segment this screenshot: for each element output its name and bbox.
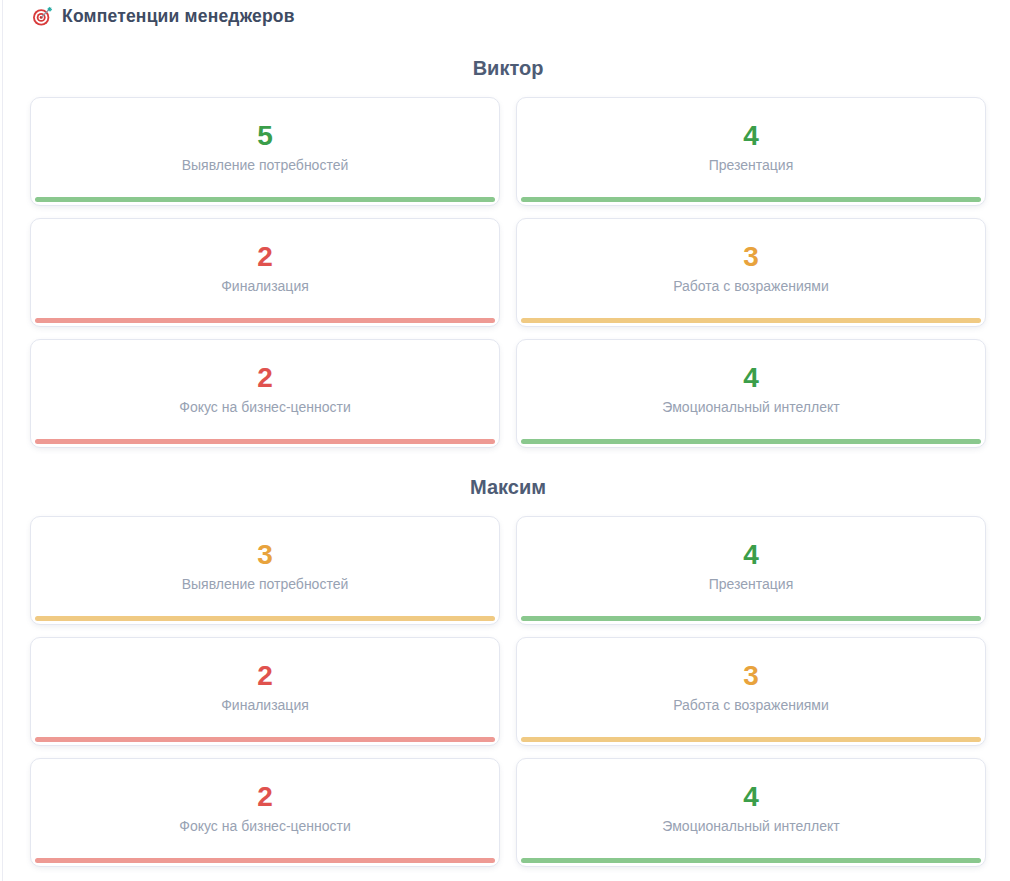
competency-score: 4 <box>743 122 759 150</box>
competency-label: Финализация <box>221 278 309 295</box>
competency-score: 3 <box>743 243 759 271</box>
competency-score: 2 <box>257 243 273 271</box>
competency-score: 4 <box>743 364 759 392</box>
page-title: Компетенции менеджеров <box>62 6 295 27</box>
competency-score: 5 <box>257 122 273 150</box>
score-level-bar <box>521 616 981 622</box>
manager-section: Максим 3 Выявление потребностей 4 Презен… <box>30 476 986 867</box>
cards-grid: 3 Выявление потребностей 4 Презентация 2… <box>30 516 986 867</box>
competency-score: 2 <box>257 662 273 690</box>
competency-card: 4 Эмоциональный интеллект <box>516 339 986 448</box>
competency-label: Работа с возражениями <box>673 697 829 714</box>
competency-card: 2 Фокус на бизнес-ценности <box>30 758 500 867</box>
competency-label: Презентация <box>709 576 794 593</box>
competency-label: Финализация <box>221 697 309 714</box>
score-level-bar <box>35 616 495 622</box>
competency-score: 4 <box>743 783 759 811</box>
manager-section: Виктор 5 Выявление потребностей 4 Презен… <box>30 57 986 448</box>
competency-card: 2 Финализация <box>30 218 500 327</box>
score-level-bar <box>521 737 981 743</box>
competency-label: Эмоциональный интеллект <box>662 818 839 835</box>
target-icon <box>32 6 53 27</box>
competency-label: Презентация <box>709 157 794 174</box>
competency-score: 3 <box>257 541 273 569</box>
competency-card: 4 Презентация <box>516 516 986 625</box>
score-level-bar <box>521 858 981 864</box>
competency-label: Выявление потребностей <box>182 157 349 174</box>
competency-score: 2 <box>257 364 273 392</box>
competency-card: 3 Работа с возражениями <box>516 218 986 327</box>
competency-card: 4 Презентация <box>516 97 986 206</box>
competency-card: 3 Работа с возражениями <box>516 637 986 746</box>
manager-name: Виктор <box>30 57 986 80</box>
competency-card: 2 Финализация <box>30 637 500 746</box>
score-level-bar <box>35 439 495 445</box>
cards-grid: 5 Выявление потребностей 4 Презентация 2… <box>30 97 986 448</box>
score-level-bar <box>521 197 981 203</box>
score-level-bar <box>35 737 495 743</box>
score-level-bar <box>35 318 495 324</box>
page-header: Компетенции менеджеров <box>0 0 1010 27</box>
competency-card: 2 Фокус на бизнес-ценности <box>30 339 500 448</box>
competency-card: 4 Эмоциональный интеллект <box>516 758 986 867</box>
competency-label: Фокус на бизнес-ценности <box>179 399 350 416</box>
competency-card: 3 Выявление потребностей <box>30 516 500 625</box>
competency-label: Работа с возражениями <box>673 278 829 295</box>
competency-label: Фокус на бизнес-ценности <box>179 818 350 835</box>
manager-name: Максим <box>30 476 986 499</box>
competency-score: 4 <box>743 541 759 569</box>
competencies-page: Компетенции менеджеров Виктор 5 Выявлени… <box>0 0 1010 867</box>
score-level-bar <box>35 858 495 864</box>
competency-label: Эмоциональный интеллект <box>662 399 839 416</box>
competency-card: 5 Выявление потребностей <box>30 97 500 206</box>
competency-label: Выявление потребностей <box>182 576 349 593</box>
sections-container: Виктор 5 Выявление потребностей 4 Презен… <box>0 57 1010 867</box>
competency-score: 3 <box>743 662 759 690</box>
competency-score: 2 <box>257 783 273 811</box>
score-level-bar <box>521 439 981 445</box>
score-level-bar <box>35 197 495 203</box>
score-level-bar <box>521 318 981 324</box>
